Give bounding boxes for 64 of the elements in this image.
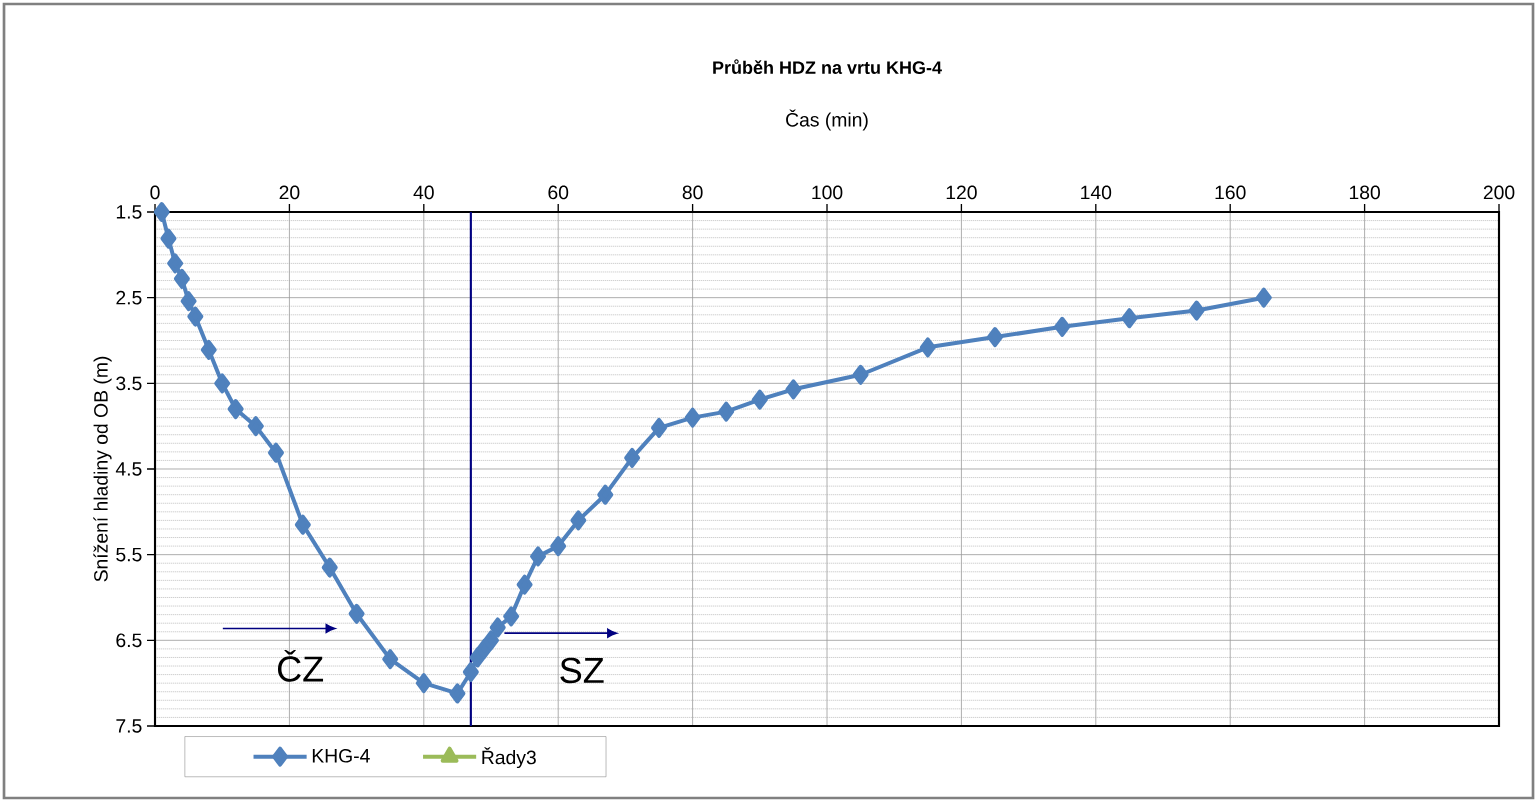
point (187, 306, 204, 327)
legend-label: KHG-4 (312, 748, 370, 763)
x-tick-label: 120 (946, 185, 977, 200)
point (173, 268, 190, 289)
point (651, 417, 668, 438)
point (1121, 308, 1138, 329)
point (987, 327, 1003, 348)
point (718, 401, 735, 422)
x-axis-title: Čas (min) (786, 109, 868, 131)
point (597, 484, 614, 505)
point (503, 606, 520, 627)
point (153, 202, 170, 222)
point (1188, 300, 1205, 321)
x-tick-label: 40 (413, 185, 434, 200)
point (684, 407, 701, 428)
point (294, 514, 311, 535)
point (550, 536, 567, 557)
point (919, 337, 936, 358)
x-tick-label: 80 (682, 185, 703, 200)
annotation: SZ (560, 657, 604, 684)
point (530, 546, 547, 567)
point (348, 603, 365, 624)
point (489, 617, 506, 638)
point (267, 442, 284, 463)
chart-title: Průběh HDZ na vrtu KHG-4 (713, 59, 942, 74)
point (200, 339, 217, 360)
point (751, 389, 768, 410)
point (180, 291, 197, 312)
x-tick-label: 160 (1215, 185, 1246, 200)
x-tick-label: 200 (1483, 185, 1515, 200)
point (449, 683, 466, 704)
legend-label: Řady3 (482, 747, 536, 769)
point (247, 416, 264, 437)
point (214, 373, 231, 394)
point (382, 649, 399, 670)
y-tick-label: 6.5 (116, 633, 142, 648)
x-tick-label: 60 (548, 185, 569, 200)
x-tick-label: 180 (1349, 185, 1380, 200)
x-tick-label: 20 (279, 185, 300, 200)
x-tick-label: 0 (150, 185, 160, 200)
y-tick-label: 7.5 (116, 719, 142, 733)
point (1255, 287, 1272, 308)
x-tick-label: 140 (1081, 185, 1112, 200)
x-tick-label: 100 (812, 185, 843, 200)
y-tick-label: 5.5 (116, 547, 142, 562)
point (321, 557, 338, 578)
y-tick-label: 1.5 (116, 205, 142, 219)
point (160, 228, 177, 249)
point (624, 447, 641, 468)
point (415, 673, 432, 694)
point (852, 364, 869, 385)
y-axis-title: Snížení hladiny od OB (m) (93, 356, 112, 582)
y-tick-label: 2.5 (116, 290, 142, 305)
y-tick-label: 4.5 (115, 462, 142, 476)
annotation: ČZ (277, 649, 324, 682)
point (570, 510, 587, 531)
point (462, 662, 479, 683)
point (167, 253, 184, 274)
y-tick-label: 3.5 (116, 376, 142, 391)
point (516, 574, 533, 595)
point (227, 399, 244, 420)
point (1054, 316, 1071, 337)
point (785, 379, 802, 400)
point (483, 630, 500, 651)
